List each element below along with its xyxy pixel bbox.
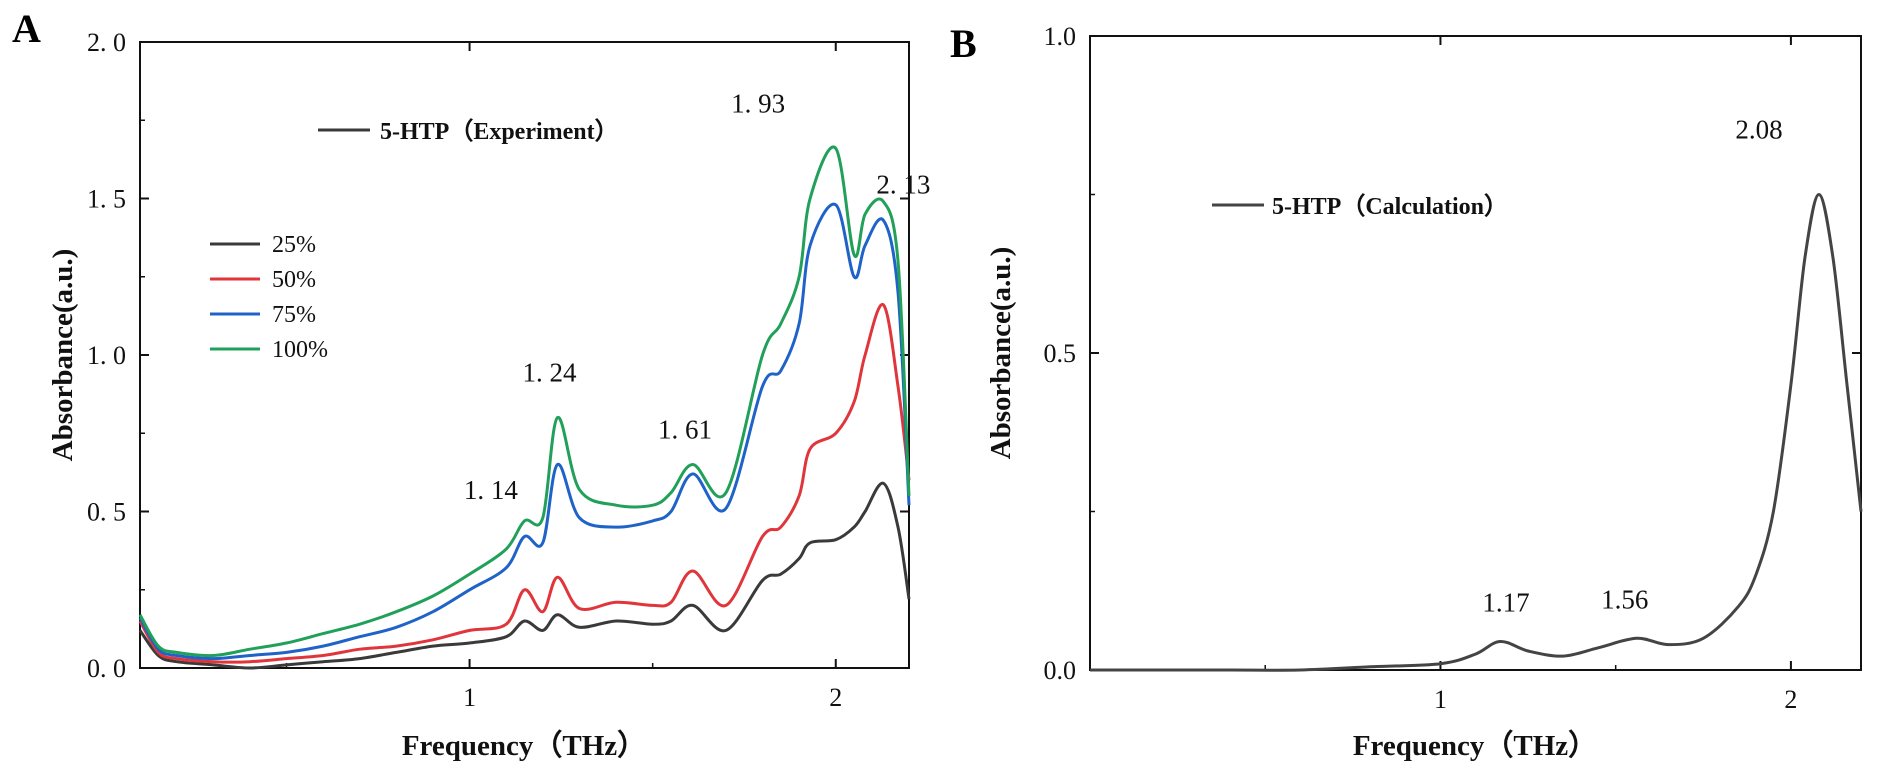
panel-a-series-line-75 [138, 202, 911, 661]
panel-a-peak-label: 1. 61 [658, 415, 712, 445]
panel-a-y-tick-label: 0. 5 [87, 498, 126, 527]
panel-a-ticks: 0. 0 0. 5 1. 0 1. 5 2. 0 1 2 [87, 28, 909, 712]
panel-b-y-tick-label: 0.5 [1044, 339, 1077, 368]
panel-a-y-tick-label: 0. 0 [87, 654, 126, 683]
panel-a-annotations: 1. 14 1. 24 1. 61 1. 93 2. 13 [464, 88, 931, 504]
panel-b-series-line-5-htp-calculation [1090, 193, 1863, 672]
panel-b-x-tick-label: 2 [1784, 685, 1797, 714]
panel-a-series [138, 145, 911, 670]
panel-b-legend-title: 5-HTP（Calculation） [1272, 193, 1508, 220]
panel-a-series-line-50 [138, 303, 911, 664]
panel-a-y-axis-title: Absorbance(a.u.) [47, 249, 79, 462]
panel-b-peak-label: 1.17 [1482, 587, 1529, 617]
panel-a-x-tick-label: 2 [829, 683, 842, 712]
panel-a-legend: 25% 50% 75% 100% [210, 232, 328, 363]
panel-a-x-axis-title: Frequency（THz） [402, 729, 646, 762]
panel-b: B 0.0 0.5 1.0 1 2 1.17 1.56 2.08 5-HTP（Calcula… [950, 21, 1863, 762]
panel-a-peak-label: 2. 13 [876, 170, 930, 200]
panel-a-y-tick-label: 1. 0 [87, 341, 126, 370]
panel-a-legend-label: 100% [272, 337, 328, 363]
panel-a-legend-title: 5-HTP（Experiment） [380, 118, 619, 145]
panel-b-x-axis-title: Frequency（THz） [1353, 729, 1597, 762]
panel-b-y-tick-label: 0.0 [1044, 656, 1077, 685]
panel-b-y-axis-title: Absorbance(a.u.) [985, 247, 1017, 460]
panel-a: A 0. 0 0. 5 1. 0 1. 5 2. 0 1 2 1. 14 1. 24 1. 61… [12, 6, 930, 762]
panel-a-series-line-25 [138, 481, 911, 670]
panel-a-legend-label: 25% [272, 232, 316, 258]
panel-a-x-tick-label: 1 [463, 683, 476, 712]
panel-a-peak-label: 1. 93 [731, 88, 785, 118]
panel-a-series-line-100 [138, 145, 911, 658]
panel-a-legend-label: 50% [272, 267, 316, 293]
panel-b-peak-label: 1.56 [1601, 584, 1648, 614]
panel-a-y-tick-label: 1. 5 [87, 185, 126, 214]
panel-a-letter: A [12, 6, 41, 51]
panel-b-ticks: 0.0 0.5 1.0 1 2 [1044, 22, 1861, 714]
panel-a-legend-label: 75% [272, 302, 316, 328]
panel-a-peak-label: 1. 14 [464, 475, 519, 505]
panel-b-peak-label: 2.08 [1735, 115, 1782, 145]
panel-b-annotations: 1.17 1.56 2.08 [1482, 115, 1782, 618]
panel-b-x-tick-label: 1 [1434, 685, 1447, 714]
panel-b-series [1090, 193, 1863, 672]
panel-a-y-tick-label: 2. 0 [87, 28, 126, 57]
panel-b-letter: B [950, 21, 977, 66]
panel-a-peak-label: 1. 24 [522, 358, 577, 388]
panel-b-y-tick-label: 1.0 [1044, 22, 1077, 51]
